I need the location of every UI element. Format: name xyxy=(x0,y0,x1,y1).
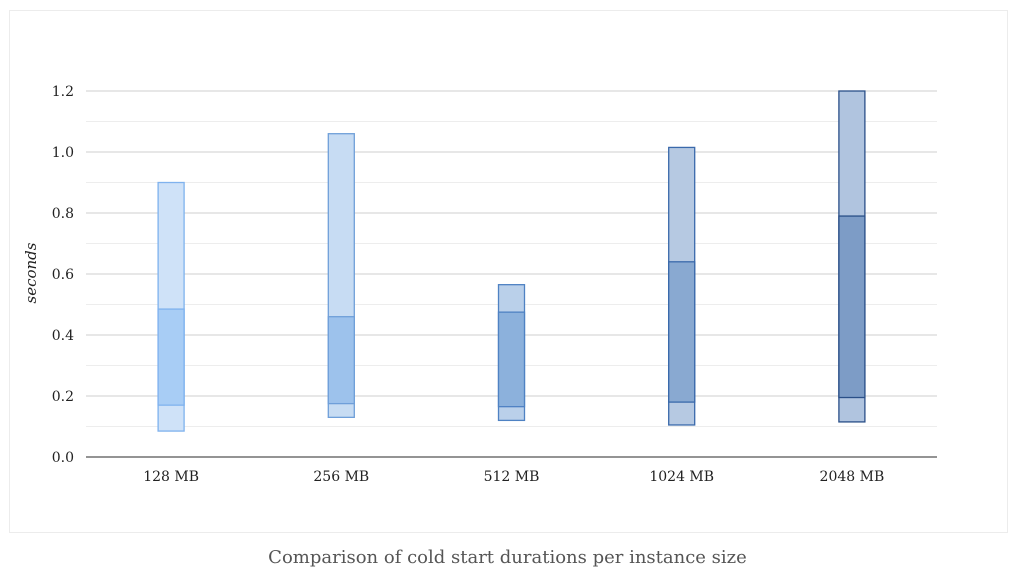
y-tick-label: 1.2 xyxy=(52,84,74,100)
x-tick-label: 1024 MB xyxy=(649,469,714,485)
x-tick-label: 256 MB xyxy=(313,469,369,485)
axis-layer: 0.0 0.2 0.4 0.6 0.8 1.0 1.2 128 MB 256 MB 512 MB 1… xyxy=(52,84,937,485)
x-tick-label: 128 MB xyxy=(143,469,199,485)
y-tick-label: 1.0 xyxy=(52,145,74,161)
range-bar-inner xyxy=(497,311,526,408)
y-tick-label: 0.0 xyxy=(52,450,74,466)
y-tick-label: 0.6 xyxy=(52,267,74,283)
y-tick-label: 0.8 xyxy=(52,206,74,222)
grid-layer xyxy=(86,90,937,427)
y-tick-label: 0.4 xyxy=(52,328,74,344)
chart-caption: Comparison of cold start durations per i… xyxy=(268,547,747,568)
x-tick-label: 2048 MB xyxy=(820,469,885,485)
range-bar-inner xyxy=(838,215,866,399)
range-bar-inner xyxy=(327,316,355,405)
y-tick-label: 0.2 xyxy=(52,389,74,405)
y-axis-title: seconds xyxy=(22,242,40,303)
range-bar-inner xyxy=(668,261,696,403)
range-bar-inner xyxy=(157,308,185,406)
bars-layer xyxy=(157,90,866,432)
x-tick-label: 512 MB xyxy=(484,469,540,485)
